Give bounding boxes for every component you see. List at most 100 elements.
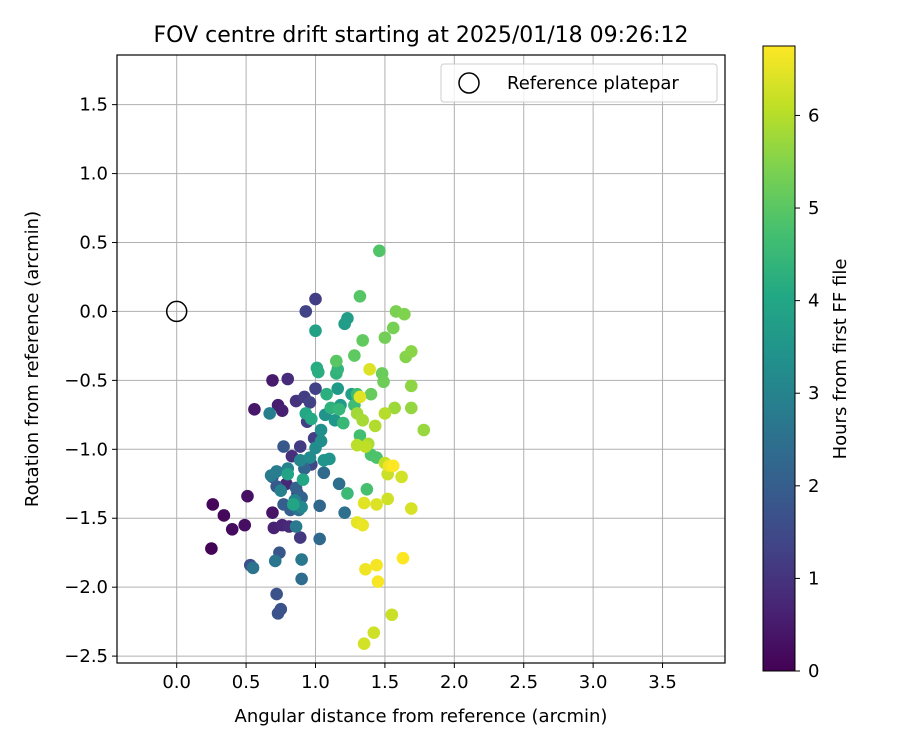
y-tick-label: −1.5: [64, 508, 108, 529]
data-point: [404, 401, 418, 415]
data-point: [241, 489, 254, 503]
data-point: [404, 345, 418, 358]
data-point: [303, 451, 317, 464]
data-point: [386, 321, 400, 335]
data-point: [359, 562, 372, 576]
data-point: [336, 416, 350, 430]
data-point: [205, 542, 218, 555]
colorbar: 0 1 2 3 4 5 6 Hours from first FF file: [762, 45, 851, 682]
data-point: [268, 554, 282, 568]
colorbar-ticks: 0 1 2 3 4 5 6: [795, 105, 819, 682]
data-point: [357, 637, 371, 650]
data-point: [281, 467, 295, 481]
x-tick-label: 1.5: [371, 672, 400, 693]
data-point: [238, 518, 252, 532]
colorbar-tick-label: 1: [808, 568, 819, 589]
scatter-points: [205, 244, 431, 650]
plot-frame: [116, 54, 726, 664]
data-point: [314, 434, 328, 448]
reference-platepar-marker: [165, 300, 188, 323]
data-point: [377, 375, 390, 389]
data-point: [295, 553, 308, 566]
data-point: [359, 440, 372, 453]
y-tick-label: −1.0: [64, 439, 108, 460]
legend: Reference platepar: [440, 63, 718, 103]
data-point: [396, 551, 410, 565]
colorbar-tick-label: 5: [808, 198, 819, 219]
data-point: [266, 374, 279, 387]
x-axis-label: Angular distance from reference (arcmin): [235, 706, 608, 727]
data-point: [317, 466, 331, 480]
colorbar-tick-label: 2: [808, 476, 819, 497]
data-point: [206, 498, 220, 511]
data-point: [332, 403, 346, 416]
data-point: [305, 412, 318, 426]
x-tick-label: 0.5: [232, 672, 261, 693]
data-point: [341, 487, 354, 500]
data-point: [313, 532, 326, 546]
data-point: [270, 587, 283, 601]
data-point: [385, 608, 399, 622]
data-point: [388, 401, 401, 415]
data-point: [266, 506, 279, 520]
data-point: [277, 440, 290, 453]
data-point: [363, 363, 376, 376]
data-point: [356, 518, 369, 532]
x-tick-label: 2.0: [440, 672, 469, 693]
data-point: [270, 465, 283, 478]
colorbar-gradient: [762, 45, 796, 672]
legend-box: [440, 63, 718, 103]
data-point: [404, 502, 418, 515]
data-point: [295, 572, 308, 586]
colorbar-tick-label: 6: [808, 105, 819, 126]
y-tick-label: 0.0: [79, 301, 108, 322]
data-point: [356, 334, 369, 347]
data-point: [331, 382, 345, 395]
data-point: [274, 484, 288, 497]
data-point: [289, 481, 303, 495]
data-point: [368, 419, 382, 433]
data-point: [395, 470, 408, 484]
data-point: [309, 324, 322, 338]
chart-title: FOV centre drift starting at 2025/01/18 …: [154, 23, 689, 48]
x-tick-label: 3.0: [579, 672, 608, 693]
legend-entry-reference: Reference platepar: [507, 73, 679, 94]
colorbar-tick-label: 4: [808, 291, 819, 312]
data-point: [353, 429, 367, 442]
data-point: [378, 407, 392, 420]
legend-reference-marker: [458, 72, 480, 94]
data-point: [314, 423, 328, 437]
y-axis-label: Rotation from reference (arcmin): [22, 211, 43, 507]
data-point: [309, 292, 322, 306]
y-tick-label: 1.5: [79, 95, 108, 116]
y-tick-label: 0.5: [79, 233, 108, 254]
y-axis-ticks: 1.5 1.0 0.5 0.0 −0.5 −1.0 −1.5 −2.0 −2.5: [64, 95, 117, 667]
data-point: [303, 396, 317, 409]
colorbar-label: Hours from first FF file: [830, 259, 851, 460]
x-tick-label: 3.5: [648, 672, 677, 693]
colorbar-tick-label: 3: [808, 383, 819, 404]
x-axis-ticks: 0.0 0.5 1.0 1.5 2.0 2.5 3.0 3.5: [162, 663, 677, 693]
colorbar-tick-label: 0: [808, 661, 819, 682]
data-point: [364, 387, 378, 401]
data-point: [386, 459, 400, 473]
reference-marker-layer: [165, 300, 188, 323]
data-point: [281, 372, 295, 386]
data-point: [263, 407, 276, 420]
data-point: [367, 626, 381, 639]
data-point: [353, 289, 367, 303]
y-tick-label: −0.5: [64, 370, 108, 391]
data-point: [356, 414, 369, 427]
data-point: [293, 440, 307, 453]
data-point: [293, 531, 307, 544]
data-point: [296, 473, 310, 486]
data-point: [289, 520, 303, 533]
data-point: [332, 477, 346, 491]
data-point: [370, 558, 383, 572]
data-point: [323, 452, 336, 466]
data-point: [398, 307, 411, 321]
data-point: [225, 522, 239, 536]
y-tick-label: −2.0: [64, 577, 108, 598]
data-point: [417, 423, 431, 437]
